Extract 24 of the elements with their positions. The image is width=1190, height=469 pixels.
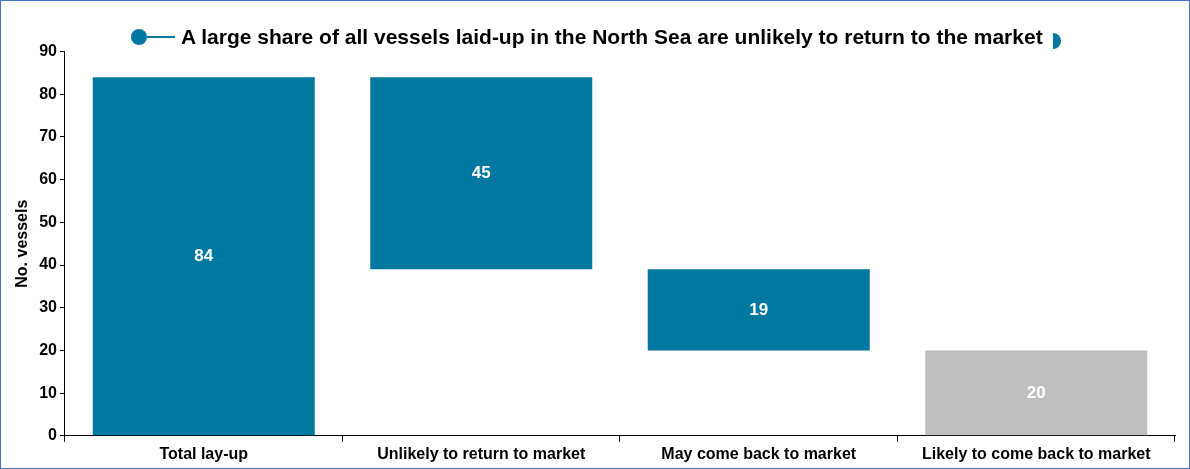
bar [92,77,315,436]
data-label: 20 [1026,382,1046,402]
y-tick-label: 90 [39,42,58,60]
y-tick-label: 60 [39,170,58,188]
x-tick-label: Total lay-up [159,444,249,462]
y-tick-label: 40 [39,255,58,273]
bar [925,350,1148,436]
y-tick-label: 20 [39,340,58,358]
data-label: 45 [471,162,491,182]
y-tick-label: 0 [48,426,58,444]
bar [370,77,593,270]
data-label: 19 [749,299,769,319]
data-label: 84 [194,245,214,265]
y-axis-title: No. vessels [13,199,31,288]
x-tick-label: Likely to come back to market [921,444,1152,462]
chart-title: A large share of all vessels laid-up in the North Sea are unlikely to return to the market [181,25,1043,49]
y-tick-label: 50 [39,212,58,230]
x-tick-label: Unlikely to return to market [377,444,586,462]
y-tick-label: 80 [39,84,58,102]
x-tick-label: May come back to market [661,444,857,462]
bar [647,269,870,351]
y-tick-label: 70 [39,127,58,145]
y-tick-label: 30 [39,298,58,316]
y-tick-label: 10 [39,383,58,401]
